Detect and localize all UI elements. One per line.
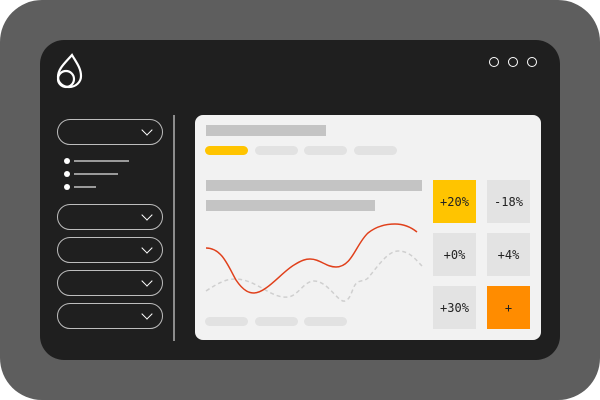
dropdown[interactable] [57, 119, 163, 145]
stat-tile[interactable]: +0% [433, 233, 476, 276]
footer-pill[interactable] [304, 317, 347, 326]
title-placeholder [206, 125, 326, 136]
dropdown[interactable] [57, 237, 163, 263]
bullet-icon [64, 171, 70, 177]
tab-active[interactable] [205, 146, 248, 155]
window-control-dot[interactable] [527, 57, 537, 67]
text-placeholder [206, 200, 375, 211]
tab[interactable] [354, 146, 397, 155]
tab[interactable] [255, 146, 298, 155]
list-item-placeholder[interactable] [74, 160, 129, 162]
stat-tile[interactable]: +20% [433, 180, 476, 223]
tab[interactable] [304, 146, 347, 155]
add-button[interactable]: + [487, 286, 530, 329]
dropdown[interactable] [57, 204, 163, 230]
list-item-placeholder[interactable] [74, 173, 118, 175]
window-control-dot[interactable] [508, 57, 518, 67]
text-placeholder [206, 180, 422, 191]
red-line [205, 223, 418, 294]
footer-pill[interactable] [205, 317, 248, 326]
sidebar-divider [173, 115, 175, 341]
list-item-placeholder[interactable] [74, 186, 96, 188]
bullet-icon [64, 184, 70, 190]
dropdown[interactable] [57, 303, 163, 329]
stat-tile[interactable]: +30% [433, 286, 476, 329]
stat-tile[interactable]: -18% [487, 180, 530, 223]
dashed-line [205, 250, 423, 302]
window-control-dot[interactable] [489, 57, 499, 67]
logo-icon [56, 53, 83, 89]
stat-tile[interactable]: +4% [487, 233, 530, 276]
footer-pill[interactable] [255, 317, 298, 326]
dropdown[interactable] [57, 270, 163, 296]
bullet-icon [64, 158, 70, 164]
